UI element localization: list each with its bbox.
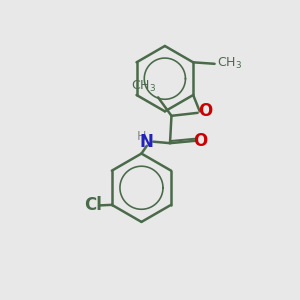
Text: N: N [140, 133, 154, 151]
Text: O: O [198, 102, 212, 120]
Text: H: H [137, 130, 146, 143]
Text: CH$_3$: CH$_3$ [217, 56, 242, 71]
Text: O: O [194, 132, 208, 150]
Text: Cl: Cl [84, 196, 102, 214]
Text: CH$_3$: CH$_3$ [131, 79, 156, 94]
